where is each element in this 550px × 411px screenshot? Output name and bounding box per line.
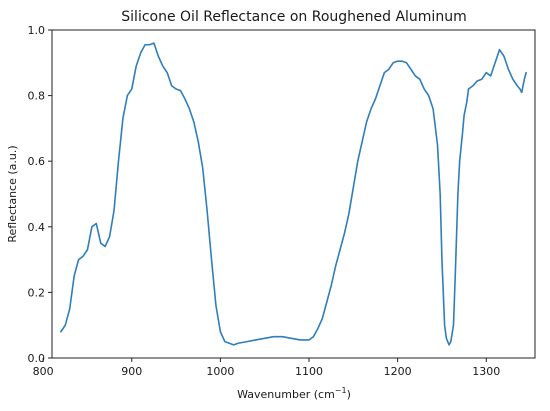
y-tick-label: 0.8 xyxy=(28,90,46,103)
x-axis-label: Wavenumber (cm−1) xyxy=(237,386,351,401)
y-tick-label: 1.0 xyxy=(28,24,46,37)
x-axis: 800 900 1000 1100 1200 1300 xyxy=(33,358,500,378)
x-tick-label: 1200 xyxy=(384,365,412,378)
reflectance-series-line xyxy=(60,42,527,346)
x-axis-label-close: ) xyxy=(347,388,351,401)
y-tick-label: 0.2 xyxy=(28,286,46,299)
y-axis-label: Reflectance (a.u.) xyxy=(6,145,19,242)
x-axis-label-main: Wavenumber (cm xyxy=(237,388,335,401)
chart-title: Silicone Oil Reflectance on Roughened Al… xyxy=(121,9,466,25)
y-tick-label: 0.6 xyxy=(28,155,46,168)
x-tick-label: 900 xyxy=(121,365,142,378)
x-tick-label: 1300 xyxy=(472,365,500,378)
y-tick-label: 0.0 xyxy=(28,352,46,365)
plot-area: 0.0 0.2 0.4 0.6 0.8 1.0 800 900 1000 1100 1200 130… xyxy=(28,24,536,378)
x-tick-label: 1100 xyxy=(295,365,323,378)
x-tick-label: 1000 xyxy=(206,365,234,378)
y-axis: 0.0 0.2 0.4 0.6 0.8 1.0 xyxy=(28,24,52,365)
series-layer xyxy=(60,42,527,346)
x-axis-label-exponent: −1 xyxy=(335,386,347,395)
x-tick-label: 800 xyxy=(33,365,54,378)
plot-frame xyxy=(51,29,536,359)
y-tick-label: 0.4 xyxy=(28,221,46,234)
